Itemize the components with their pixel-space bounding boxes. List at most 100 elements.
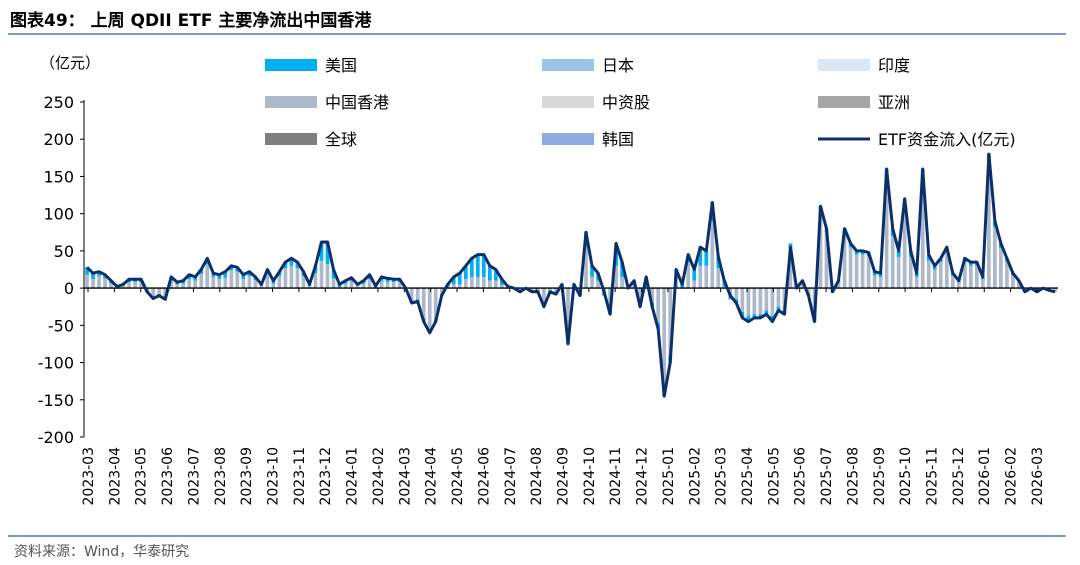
legend-swatch	[818, 59, 870, 71]
bar-us	[457, 273, 462, 285]
bar-hk	[493, 280, 498, 289]
bar-us	[283, 262, 288, 269]
bar-hk	[758, 288, 763, 315]
bar-hk	[740, 288, 745, 312]
bar-hk	[614, 265, 618, 289]
bar-hk	[463, 279, 468, 289]
legend-swatch	[542, 133, 594, 145]
bar-hk	[890, 236, 895, 289]
x-tick-label: 2025-09	[872, 447, 888, 506]
bar-hk	[1011, 275, 1015, 289]
x-tick-label: 2023-03	[81, 447, 97, 506]
bar-us	[475, 254, 480, 277]
bar-hk	[884, 180, 889, 289]
bar-hk	[932, 269, 937, 289]
bar-hk	[860, 254, 865, 289]
x-tick-label: 2024-10	[582, 447, 598, 506]
x-tick-label: 2024-06	[476, 447, 492, 506]
bar-us	[746, 315, 751, 322]
bar-hk	[878, 276, 883, 289]
legend-swatch	[542, 96, 594, 108]
legend-label: 日本	[602, 56, 634, 75]
bar-us	[241, 274, 246, 280]
bar-hk	[950, 275, 955, 289]
bar-us	[692, 269, 697, 281]
bar-us	[878, 273, 883, 277]
bar-hk	[968, 265, 973, 289]
bar-hk	[770, 288, 775, 316]
x-tick-label: 2023-04	[107, 447, 123, 506]
bar-hk	[554, 288, 558, 292]
x-tick-label: 2025-04	[740, 447, 756, 506]
bar-hk	[962, 262, 967, 289]
x-tick-label: 2023-07	[186, 447, 202, 506]
legend-swatch	[265, 133, 317, 145]
footer-divider	[8, 535, 1066, 537]
bar-us	[451, 276, 456, 285]
bar-hk	[1005, 261, 1009, 289]
legend-label: 亚洲	[878, 93, 910, 112]
legend-label: 印度	[878, 56, 910, 75]
bar-hk	[668, 288, 673, 356]
bar-hk	[518, 288, 522, 291]
bar-hk	[109, 283, 113, 289]
bar-hk	[908, 256, 913, 289]
bar-hk	[584, 247, 588, 289]
x-tick-label: 2024-12	[635, 447, 651, 506]
bar-hk	[187, 279, 192, 289]
bar-hk	[313, 273, 318, 289]
bar-us	[187, 274, 192, 280]
bar-hk	[481, 276, 486, 289]
bar-hk	[764, 288, 769, 311]
bar-hk	[710, 221, 715, 289]
bar-hk	[427, 288, 432, 330]
bar-hk	[1017, 282, 1021, 289]
bar-hk	[1053, 288, 1057, 292]
x-tick-label: 2024-03	[397, 447, 413, 506]
bar-hk	[283, 268, 288, 289]
bar-hk	[295, 268, 300, 289]
bar-hk	[397, 282, 402, 289]
bar-us	[788, 243, 793, 248]
bar-hk	[259, 285, 264, 289]
bar-hk	[319, 260, 324, 289]
legend-label: 中国香港	[325, 93, 389, 112]
bar-us	[620, 262, 624, 277]
bar-hk	[343, 283, 348, 289]
bar-hk	[157, 288, 162, 295]
x-tick-label: 2025-05	[766, 447, 782, 506]
bar-hk	[999, 247, 1003, 289]
legend-swatch	[265, 96, 317, 108]
x-tick-label: 2025-01	[661, 447, 677, 506]
bar-hk	[836, 282, 841, 289]
bar-hk	[103, 278, 107, 289]
y-tick-label: 150	[43, 167, 74, 186]
x-tick-label: 2025-02	[687, 447, 703, 506]
legend-label: 韩国	[602, 130, 634, 149]
bar-us	[752, 314, 757, 318]
bar-us	[493, 269, 498, 281]
bar-us	[499, 279, 504, 286]
x-tick-label: 2024-01	[345, 447, 361, 506]
bar-hk	[199, 273, 204, 289]
bar-hk	[349, 281, 354, 289]
bar-us	[385, 278, 390, 283]
x-tick-label: 2025-11	[925, 447, 941, 506]
series-line-etf-flow	[85, 152, 1056, 398]
x-tick-label: 2025-06	[793, 447, 809, 506]
bar-hk	[722, 286, 727, 289]
x-tick-label: 2024-04	[424, 447, 440, 506]
x-tick-label: 2025-12	[951, 447, 967, 506]
bar-hk	[704, 265, 709, 289]
x-tick-label: 2023-06	[160, 447, 176, 506]
bar-us	[229, 265, 234, 271]
bar-hk	[457, 284, 462, 289]
y-tick-label: 200	[43, 130, 74, 149]
x-tick-label: 2024-05	[450, 447, 466, 506]
bar-us	[217, 274, 222, 280]
x-tick-label: 2024-02	[371, 447, 387, 506]
bar-hk	[980, 279, 985, 289]
bar-hk	[85, 274, 89, 289]
bar-us	[896, 250, 901, 257]
y-tick-label: -150	[38, 391, 74, 410]
